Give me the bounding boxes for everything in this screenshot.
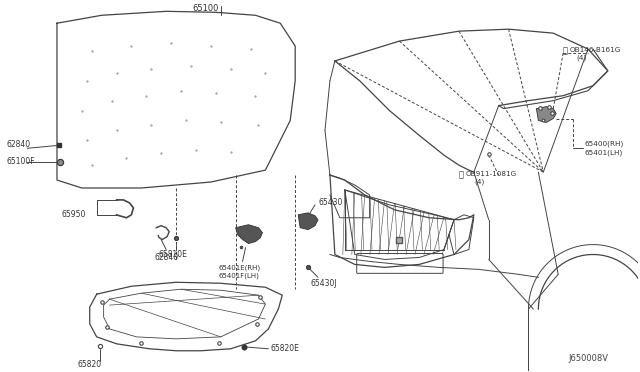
Text: Ⓑ: Ⓑ — [563, 46, 568, 55]
Text: 65400(RH): 65400(RH) — [584, 140, 623, 147]
Polygon shape — [536, 107, 556, 122]
Text: 65100: 65100 — [193, 4, 219, 13]
Text: OB146-B161G: OB146-B161G — [570, 47, 621, 53]
Text: 65401E(RH): 65401E(RH) — [219, 264, 261, 271]
FancyBboxPatch shape — [356, 253, 443, 273]
Text: Ⓝ: Ⓝ — [458, 171, 463, 180]
Text: (4): (4) — [475, 179, 485, 185]
Text: 65430J: 65430J — [310, 279, 337, 288]
Text: J650008V: J650008V — [568, 354, 608, 363]
Text: 65810E: 65810E — [158, 250, 187, 259]
Text: 65401(LH): 65401(LH) — [584, 149, 622, 155]
Text: 62840: 62840 — [154, 253, 178, 262]
Text: 65100F: 65100F — [6, 157, 35, 166]
Polygon shape — [298, 213, 318, 230]
Text: 65430: 65430 — [318, 198, 342, 207]
Text: 65820E: 65820E — [270, 344, 300, 353]
Text: 65820: 65820 — [77, 360, 102, 369]
Text: 65401F(LH): 65401F(LH) — [219, 272, 260, 279]
Polygon shape — [236, 225, 262, 244]
Text: OB911-1081G: OB911-1081G — [466, 171, 517, 177]
Text: (4): (4) — [576, 55, 586, 61]
Text: 62840: 62840 — [6, 140, 31, 149]
Text: 65950: 65950 — [62, 210, 86, 219]
